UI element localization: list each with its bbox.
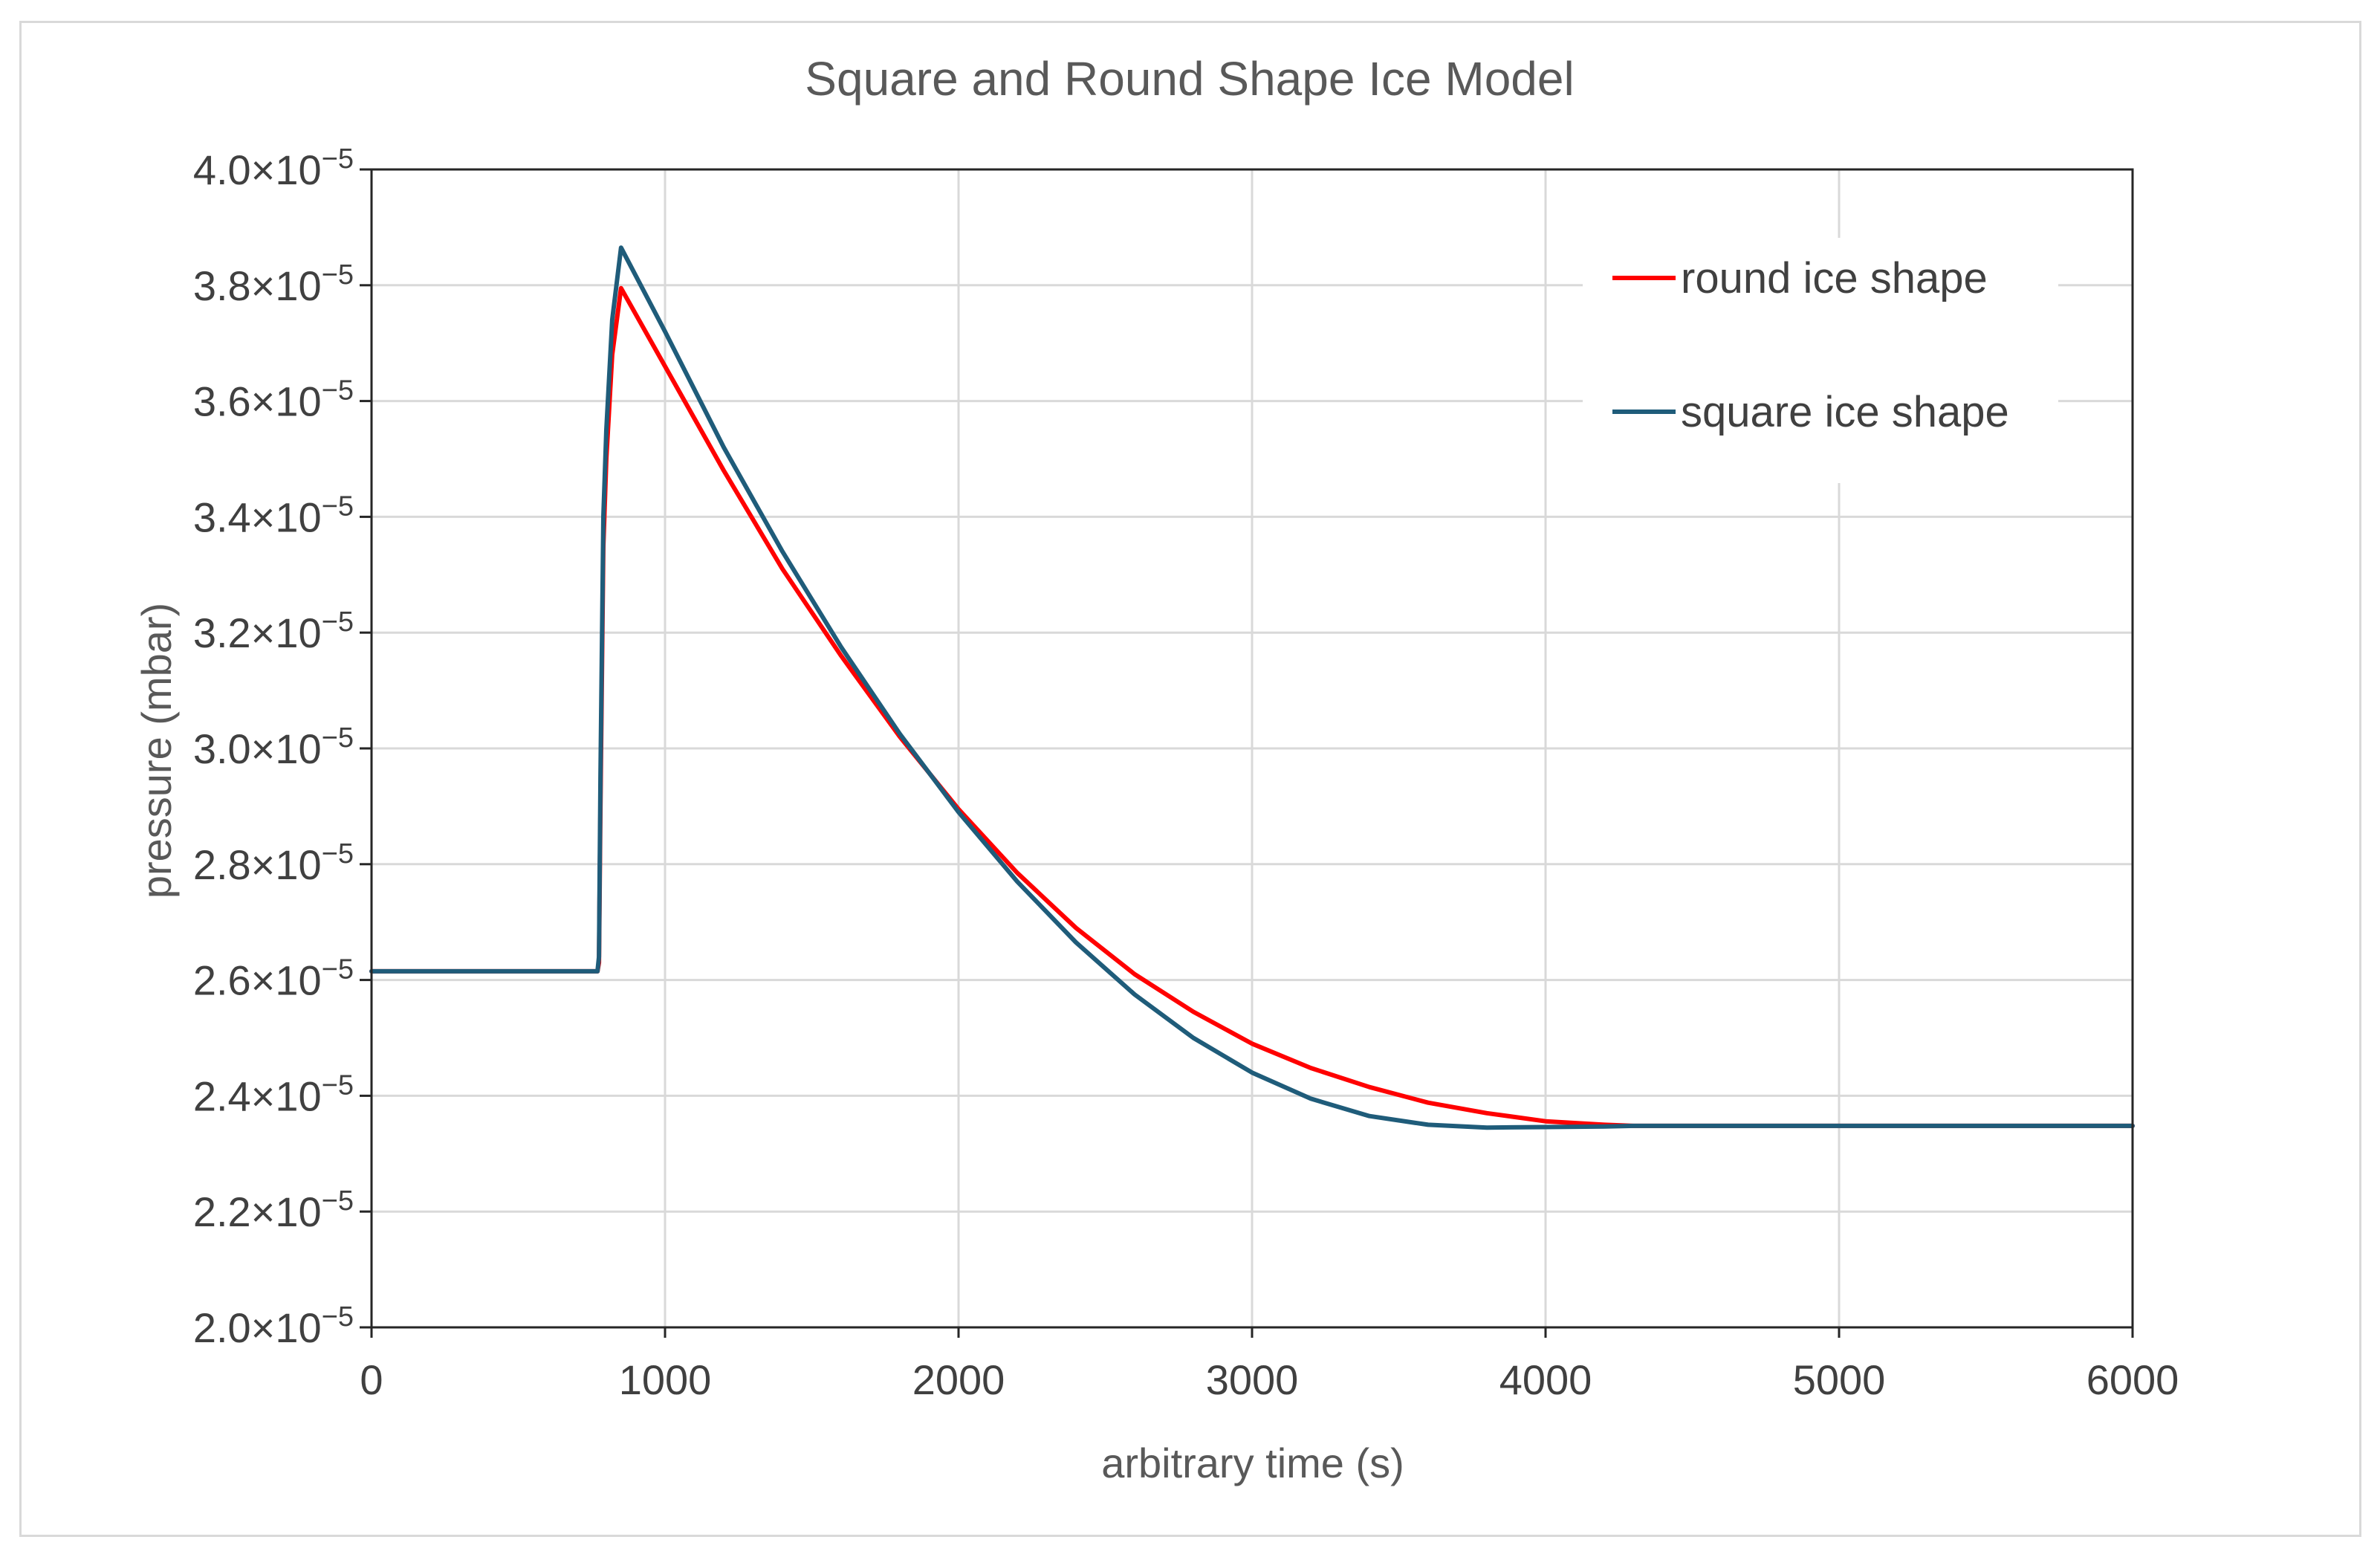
x-tick-label: 0 — [360, 1356, 383, 1403]
y-tick-label: 3.2×10−5 — [193, 606, 354, 656]
y-tick-label: 2.0×10−5 — [193, 1301, 354, 1351]
y-tick-label: 2.6×10−5 — [193, 954, 354, 1004]
x-tick-label: 1000 — [619, 1356, 712, 1403]
series-layer — [369, 245, 2135, 1130]
legend-layer: round ice shape square ice shape — [1583, 238, 2058, 483]
x-tick-label: 6000 — [2086, 1356, 2179, 1403]
x-tick-label: 4000 — [1499, 1356, 1592, 1403]
y-axis-label: pressure (mbar) — [133, 603, 180, 899]
y-tick-label: 3.4×10−5 — [193, 491, 354, 540]
y-tick-label: 4.0×10−5 — [193, 143, 354, 193]
legend-label: square ice shape — [1681, 388, 2009, 436]
series-line-square — [369, 245, 2135, 1130]
y-tick-label: 2.4×10−5 — [193, 1069, 354, 1119]
grid-layer — [372, 169, 2133, 1327]
y-tick-label: 2.2×10−5 — [193, 1185, 354, 1235]
x-tick-label: 3000 — [1206, 1356, 1299, 1403]
legend-label: round ice shape — [1681, 254, 1988, 302]
x-tick-label: 2000 — [912, 1356, 1005, 1403]
y-tick-label: 3.8×10−5 — [193, 259, 354, 309]
y-tick-label: 2.8×10−5 — [193, 838, 354, 888]
tick-layer: 0 1000 2000 3000 4000 5000 6000 2.0×10−5 2.2×10−… — [193, 143, 2179, 1403]
x-axis-label: arbitrary time (s) — [1101, 1440, 1404, 1486]
chart-title: Square and Round Shape Ice Model — [805, 52, 1574, 106]
y-tick-label: 3.6×10−5 — [193, 375, 354, 425]
y-tick-label: 3.0×10−5 — [193, 722, 354, 772]
x-tick-label: 5000 — [1793, 1356, 1886, 1403]
